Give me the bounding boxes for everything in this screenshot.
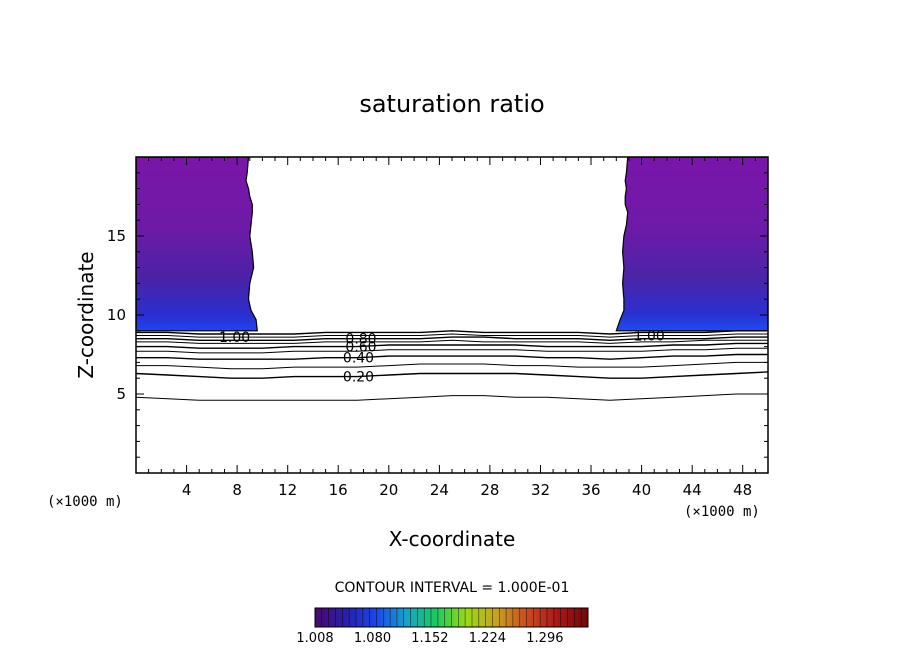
colorbar-label: 1.296 xyxy=(526,631,563,646)
contour-interval-label: CONTOUR INTERVAL = 1.000E-01 xyxy=(335,580,570,596)
chart-title: saturation ratio xyxy=(359,90,544,118)
x-tick-label: 48 xyxy=(733,481,752,499)
x-tick-label: 40 xyxy=(632,481,651,499)
contour-line-0.6 xyxy=(136,342,768,349)
x-axis-ticks: 4 8 12 16 20 24 28 32 36 40 44 48 xyxy=(148,157,756,499)
colorbar-ticks xyxy=(321,608,582,627)
colorbar-label: 1.008 xyxy=(296,631,333,646)
contour-label-layer: 1.00 0.800.600.40 0.20 1.00 xyxy=(219,329,665,386)
y-tick-label: 10 xyxy=(107,306,126,324)
colorbar-label: 1.224 xyxy=(469,631,506,646)
supersaturated-region-right xyxy=(615,157,768,332)
x-tick-label: 32 xyxy=(531,481,550,499)
x-tick-label: 28 xyxy=(480,481,499,499)
contour-line-1.0 xyxy=(136,330,768,335)
contour-line-0.8 xyxy=(136,336,768,342)
supersaturated-fill-layer xyxy=(136,157,768,332)
colorbar-label: 1.152 xyxy=(411,631,448,646)
x-tick-label: 20 xyxy=(379,481,398,499)
contour-label: 0.40 xyxy=(343,351,374,367)
contour-line-0.2 xyxy=(136,371,768,379)
x-tick-label: 36 xyxy=(581,481,600,499)
contour-label: 1.00 xyxy=(634,329,665,345)
contour-line-0.7 xyxy=(136,339,768,344)
y-axis-label: Z-coordinate xyxy=(74,251,98,378)
contour-line-0.4 xyxy=(136,353,768,360)
contour-line-0.3 xyxy=(136,361,768,370)
x-tick-label: 44 xyxy=(683,481,702,499)
supersaturated-region-left xyxy=(136,157,258,332)
contour-label: 0.60 xyxy=(345,340,376,356)
x-axis-label: X-coordinate xyxy=(389,527,516,551)
x-tick-label: 12 xyxy=(278,481,297,499)
x-tick-label: 4 xyxy=(182,481,192,499)
colorbar-labels: 1.008 1.080 1.152 1.224 1.296 xyxy=(296,631,563,646)
contour-label: 0.20 xyxy=(343,370,374,386)
y-axis-ticks: 5 10 15 xyxy=(107,172,768,458)
x-unit-label-right: (×1000 m) xyxy=(684,504,760,520)
x-tick-label: 8 xyxy=(232,481,242,499)
x-tick-label: 16 xyxy=(329,481,348,499)
contour-line-layer xyxy=(136,330,768,401)
x-unit-label-left: (×1000 m) xyxy=(47,494,123,510)
contour-line-0.9 xyxy=(136,333,768,338)
y-tick-label: 5 xyxy=(116,385,126,403)
contour-label: 1.00 xyxy=(219,330,250,346)
contour-line-0.1 xyxy=(136,393,768,401)
contour-label: 0.80 xyxy=(345,332,376,348)
y-tick-label: 15 xyxy=(107,227,126,245)
x-tick-label: 24 xyxy=(430,481,449,499)
contour-line-0.5 xyxy=(136,347,768,354)
colorbar-label: 1.080 xyxy=(354,631,391,646)
